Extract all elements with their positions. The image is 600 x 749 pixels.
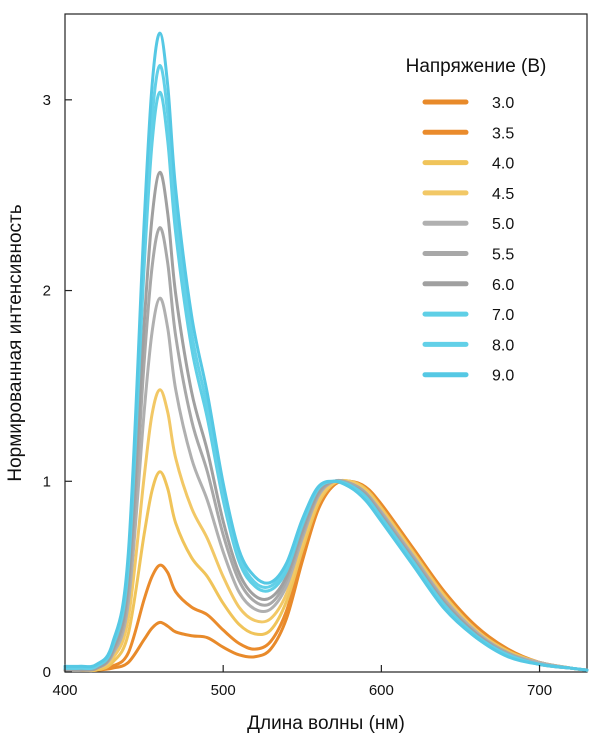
legend-label: 4.5 — [492, 186, 514, 203]
y-tick-label: 0 — [43, 664, 51, 681]
legend-title: Напряжение (В) — [406, 56, 547, 77]
legend-label: 3.5 — [492, 125, 514, 142]
legend-label: 8.0 — [492, 337, 514, 354]
y-tick-label: 1 — [43, 473, 51, 490]
series-layer — [63, 31, 589, 673]
legend-label: 3.0 — [492, 95, 514, 112]
y-tick-label: 2 — [43, 283, 51, 300]
x-tick-label: 700 — [527, 682, 552, 699]
y-tick-label: 3 — [43, 92, 51, 109]
y-axis: 0 1 2 3 — [43, 92, 72, 681]
legend-label: 9.0 — [492, 368, 514, 385]
legend-label: 6.0 — [492, 277, 514, 294]
x-tick-label: 600 — [369, 682, 394, 699]
legend-label: 5.0 — [492, 216, 514, 233]
x-tick-label: 500 — [211, 682, 236, 699]
legend: Напряжение (В) 3.0 3.5 4.0 4.5 5.0 5.5 6.0 7.0 8… — [406, 56, 547, 385]
legend-label: 7.0 — [492, 307, 514, 324]
x-axis-title: Длина волны (нм) — [247, 713, 405, 734]
legend-label: 5.5 — [492, 247, 514, 264]
x-tick-label: 400 — [52, 682, 77, 699]
x-axis: 400 500 600 700 — [52, 665, 552, 699]
y-axis-title: Нормированная интенсивность — [5, 204, 26, 481]
legend-label: 4.0 — [492, 156, 514, 173]
series-line-9-0 — [63, 31, 589, 672]
